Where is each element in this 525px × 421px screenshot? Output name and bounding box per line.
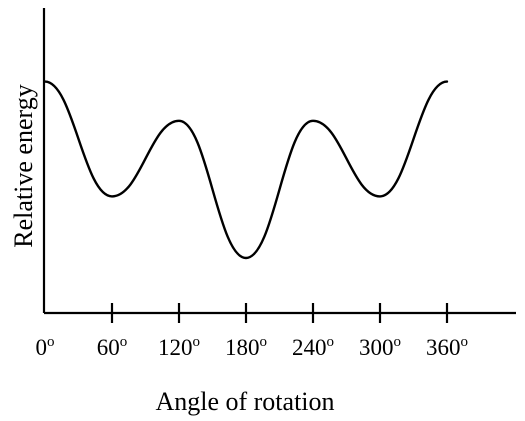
x-tick-label: 0o xyxy=(36,334,55,360)
x-tick-labels: 0o 60o 120o 180o 240o 300o 360o xyxy=(36,334,469,360)
x-tick-label: 240o xyxy=(292,334,334,360)
x-axis-title: Angle of rotation xyxy=(155,387,334,416)
x-tick-marks xyxy=(110,303,449,323)
x-tick-label: 360o xyxy=(426,334,468,360)
x-tick-label: 120o xyxy=(158,334,200,360)
x-tick-label: 180o xyxy=(225,334,267,360)
x-tick-label: 60o xyxy=(97,334,128,360)
y-axis-title: Relative energy xyxy=(9,84,38,247)
energy-curve xyxy=(43,80,449,260)
x-tick-label: 300o xyxy=(359,334,401,360)
